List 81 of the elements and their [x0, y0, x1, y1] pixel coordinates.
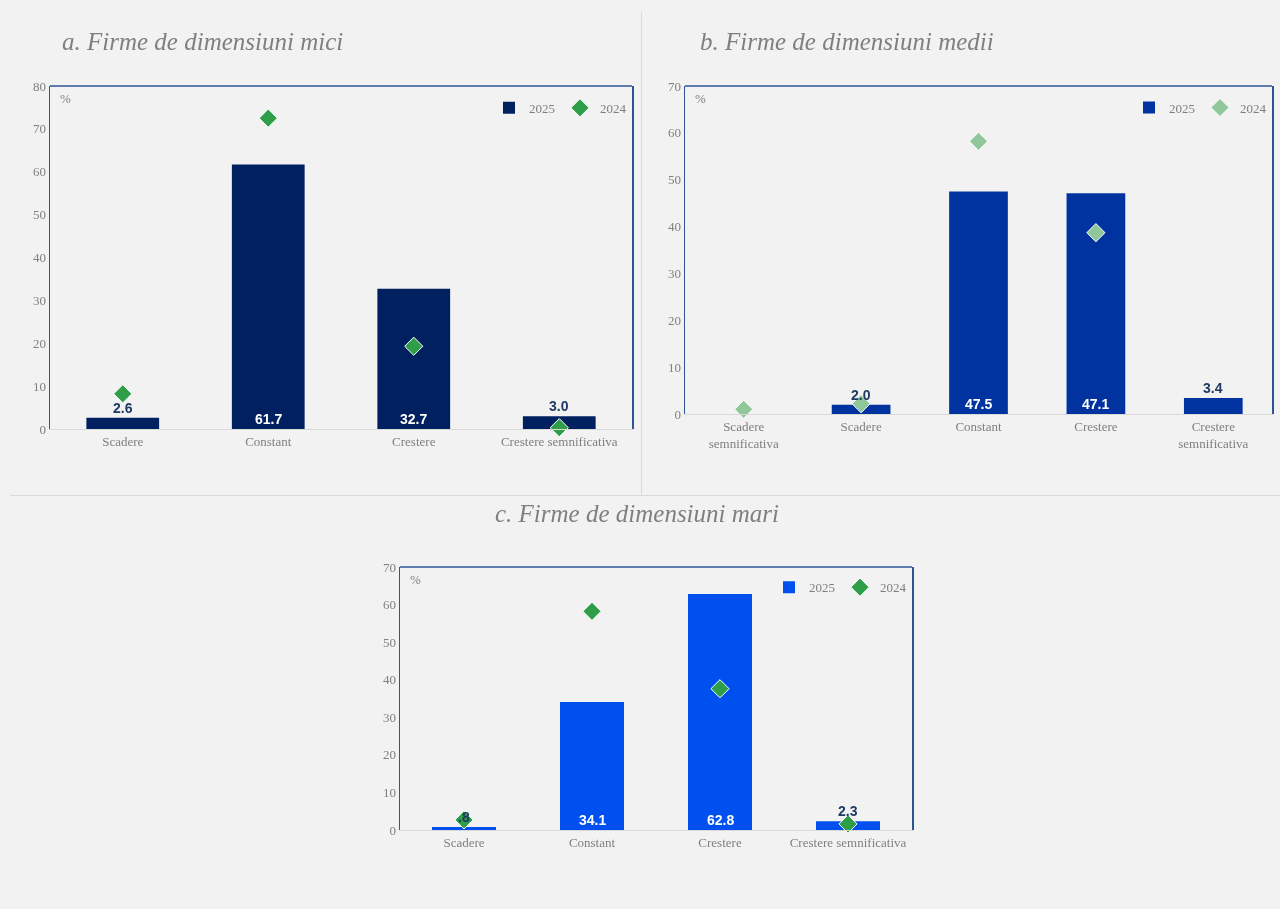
point: [734, 399, 754, 419]
bar: [377, 288, 451, 429]
chart-title: a. Firme de dimensiuni mici: [62, 28, 344, 56]
chart-title: c. Firme de dimensiuni mari: [495, 500, 779, 528]
bar: [432, 826, 496, 830]
point: [968, 131, 989, 151]
y-tick-label: 0: [389, 822, 396, 838]
y-tick-label: 0: [39, 421, 46, 437]
x-tick-label: Constant: [955, 418, 1002, 434]
y-tick-label: 70: [667, 78, 681, 94]
data-label: 62.8: [707, 812, 735, 828]
point: [113, 384, 133, 404]
y-tick-label: 70: [32, 121, 46, 137]
data-label: 2.3: [838, 803, 858, 819]
x-tick-label: Scadere: [840, 418, 882, 434]
data-label: .8: [458, 809, 470, 825]
y-axis-title: %: [410, 572, 421, 587]
y-tick-label: 60: [32, 164, 46, 180]
x-tick-label: Scadere semnificativa: [708, 418, 779, 451]
bar: [949, 191, 1008, 414]
y-tick-label: 50: [382, 634, 396, 650]
y-tick-label: 40: [382, 672, 396, 688]
data-label: 32.7: [400, 411, 428, 427]
x-tick-label: Crestere semnificativa: [500, 433, 618, 449]
point: [549, 418, 569, 438]
x-tick-label: Crestere: [1074, 418, 1118, 434]
y-tick-label: 30: [32, 292, 46, 308]
bar: [560, 701, 624, 830]
x-tick-label: Scadere: [102, 433, 144, 449]
y-tick-label: 10: [667, 359, 681, 375]
y-tick-label: 0: [674, 406, 681, 422]
y-axis-title: %: [695, 91, 706, 106]
y-tick-label: 10: [382, 784, 396, 800]
data-label: 34.1: [579, 812, 607, 828]
y-tick-label: 40: [32, 250, 46, 266]
y-tick-label: 20: [667, 312, 681, 328]
y-tick-label: 80: [32, 78, 46, 94]
chart-title: b. Firme de dimensiuni medii: [700, 28, 994, 56]
x-tick-label: Crestere: [392, 433, 436, 449]
y-tick-label: 40: [667, 219, 681, 235]
legend-label: 2024: [880, 580, 907, 596]
x-tick-label: Constant: [568, 834, 616, 850]
bar: [688, 594, 752, 830]
x-tick-label: Crestere: [698, 834, 742, 850]
legend-label: 2024: [1240, 100, 1267, 116]
data-label: 2.0: [851, 387, 871, 403]
bar: [1066, 193, 1126, 414]
legend-label: 2024: [600, 100, 627, 116]
point: [1086, 223, 1106, 243]
point: [838, 814, 858, 834]
data-label: 3.0: [549, 398, 569, 414]
data-label: 2.6: [113, 400, 133, 416]
y-tick-label: 30: [667, 265, 681, 281]
y-tick-label: 10: [32, 378, 46, 394]
y-tick-label: 20: [382, 747, 396, 763]
legend-label: 2025: [809, 580, 835, 596]
bar: [1183, 398, 1243, 414]
data-label: 47.1: [1082, 396, 1110, 412]
y-tick-label: 60: [667, 125, 681, 141]
bar: [86, 417, 160, 429]
bar: [231, 164, 305, 429]
y-axis-title: %: [60, 91, 71, 106]
y-tick-label: 50: [32, 207, 46, 223]
x-tick-label: Crestere semnificativa: [789, 834, 907, 850]
x-tick-label: Crestere semnificativa: [1178, 418, 1249, 451]
point: [710, 679, 730, 699]
legend-label: 2025: [529, 100, 555, 116]
y-tick-label: 30: [382, 709, 396, 725]
point: [404, 336, 424, 356]
x-tick-label: Scadere: [443, 834, 485, 850]
y-tick-label: 50: [667, 172, 681, 188]
point: [258, 108, 278, 128]
y-tick-label: 60: [382, 597, 396, 613]
data-label: 47.5: [965, 396, 993, 412]
y-tick-label: 70: [382, 559, 396, 575]
data-label: 3.4: [1203, 380, 1223, 396]
point: [582, 601, 602, 621]
legend-label: 2025: [1169, 100, 1195, 116]
x-tick-label: Constant: [245, 433, 292, 449]
data-label: 61.7: [255, 411, 283, 427]
y-tick-label: 20: [32, 335, 46, 351]
